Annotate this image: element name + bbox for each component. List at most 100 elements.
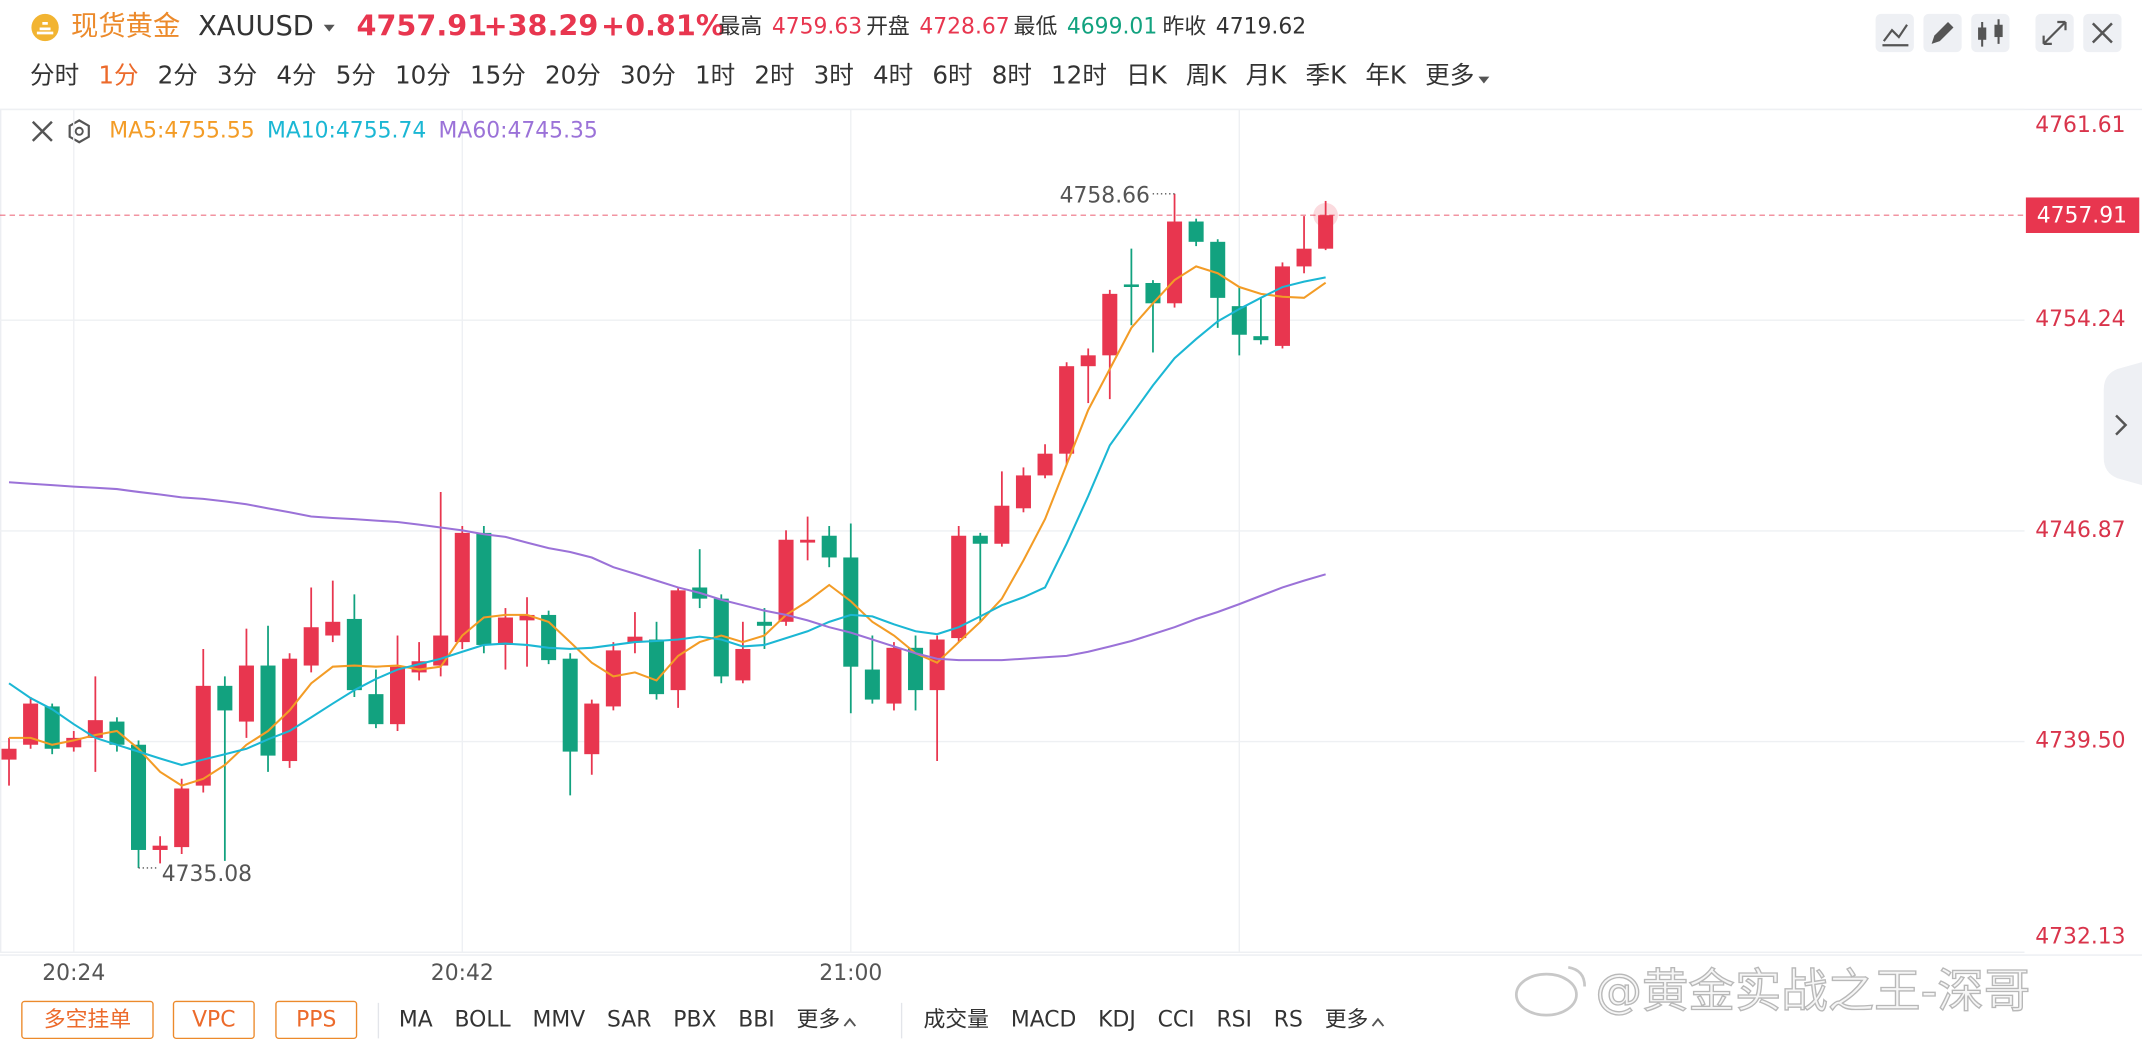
period-tab[interactable]: 年K	[1365, 61, 1407, 90]
overlay-button-label: PPS	[296, 1008, 336, 1033]
period-tab[interactable]: 5分	[336, 61, 376, 90]
candle-body	[325, 621, 341, 636]
more-arrow	[1478, 76, 1490, 84]
candle-body	[109, 721, 125, 745]
period-tab[interactable]: 更多	[1425, 61, 1474, 90]
candle-body	[1145, 282, 1161, 304]
period-tab[interactable]: 周K	[1186, 61, 1228, 90]
more-chevron	[1371, 1017, 1385, 1027]
toolbar-icons	[1875, 13, 2122, 53]
indicator-tab[interactable]: MA	[399, 1008, 433, 1033]
period-tab[interactable]: 4时	[873, 61, 913, 90]
indicator-tab[interactable]: PBX	[673, 1008, 716, 1033]
candle-body	[562, 658, 578, 752]
indicator-tab[interactable]: KDJ	[1098, 1008, 1136, 1033]
gold-icon-glyph	[36, 22, 54, 35]
period-tab[interactable]: 12时	[1051, 61, 1107, 90]
candle-body	[972, 535, 988, 544]
overlay-button-label: 多空挂单	[44, 1008, 131, 1033]
period-tab[interactable]: 20分	[545, 61, 601, 90]
x-tick-label: 21:00	[819, 961, 882, 986]
tool-icon	[1994, 24, 2003, 38]
candle-body	[519, 614, 535, 621]
indicator-tab[interactable]: CCI	[1158, 1008, 1195, 1033]
ma-line	[8, 481, 1326, 662]
period-tab[interactable]: 3时	[814, 61, 854, 90]
candle-body	[605, 650, 621, 707]
instrument-symbol: XAUUSD	[198, 11, 314, 42]
candle-body	[476, 532, 492, 645]
tool-icon	[1882, 24, 1909, 47]
legend-close[interactable]	[31, 120, 53, 142]
period-tab[interactable]: 10分	[395, 61, 451, 90]
period-tab[interactable]: 2分	[158, 61, 198, 90]
indicator-tab[interactable]: MMV	[533, 1008, 586, 1033]
candle-body	[864, 669, 880, 700]
candles	[1, 193, 1334, 868]
candle-body	[649, 639, 665, 695]
candle-body	[1, 748, 17, 760]
period-tab[interactable]: 3分	[217, 61, 257, 90]
period-tab[interactable]: 6时	[932, 61, 972, 90]
candle-body	[1296, 248, 1312, 267]
last-price: 4757.91	[357, 8, 488, 42]
tool-button[interactable]	[1971, 13, 2010, 53]
period-tab[interactable]: 15分	[470, 61, 526, 90]
indicator-tab[interactable]: 更多	[797, 1008, 841, 1033]
indicator-tab[interactable]: 成交量	[923, 1008, 989, 1033]
period-tab[interactable]: 季K	[1306, 61, 1348, 90]
indicator-tab[interactable]: RS	[1274, 1008, 1303, 1033]
overlay-button[interactable]	[21, 1000, 154, 1040]
indicator-tab[interactable]: MACD	[1011, 1008, 1076, 1033]
period-tab[interactable]: 月K	[1246, 61, 1288, 90]
candle-body	[195, 685, 211, 786]
candle-body	[44, 706, 60, 749]
tool-icon	[2091, 22, 2113, 44]
candle-body	[886, 647, 902, 704]
price-change-pct: +0.81%	[601, 8, 725, 42]
candle-body	[735, 648, 751, 681]
tool-icon	[1931, 22, 1954, 44]
period-tab[interactable]: 8时	[992, 61, 1032, 90]
y-tick-label: 4732.13	[2035, 924, 2125, 949]
candle-body	[584, 703, 600, 755]
candle-body	[778, 539, 794, 622]
overlay-button[interactable]	[275, 1000, 358, 1040]
candle-body	[217, 685, 233, 711]
indicator-tab[interactable]: RSI	[1216, 1008, 1252, 1033]
low-annotation: 4735.08	[162, 862, 252, 887]
overlay-button[interactable]	[172, 1000, 255, 1040]
candle-body	[994, 505, 1010, 544]
period-tab[interactable]: 1分	[98, 61, 138, 90]
symbol-dropdown[interactable]	[323, 24, 335, 32]
period-tab[interactable]: 日K	[1126, 61, 1168, 90]
candle-body	[454, 532, 470, 643]
instrument-name: 现货黄金	[71, 11, 180, 42]
candle-body	[238, 665, 254, 722]
candle-body	[1188, 221, 1204, 242]
candle-body	[1080, 355, 1096, 367]
period-tab[interactable]: 4分	[276, 61, 316, 90]
weibo-logo-shape	[1567, 965, 1587, 987]
candle-body	[627, 636, 643, 643]
candle-body	[1102, 293, 1118, 356]
legend-entry: MA10:4755.74	[267, 118, 426, 143]
period-tab[interactable]: 分时	[30, 61, 79, 90]
indicator-tab[interactable]: 更多	[1325, 1008, 1369, 1033]
period-tab[interactable]: 2时	[754, 61, 794, 90]
indicator-tab[interactable]: SAR	[607, 1008, 651, 1033]
candle-body	[929, 639, 945, 691]
indicator-tab[interactable]: BOLL	[455, 1008, 512, 1033]
legend-settings[interactable]	[68, 119, 90, 144]
period-tab[interactable]: 30分	[620, 61, 676, 90]
stat-label: 最低	[1014, 14, 1058, 39]
candle-body	[303, 627, 319, 666]
overlay-button-label: VPC	[192, 1008, 235, 1033]
candle-body	[497, 617, 513, 645]
period-tab[interactable]: 1时	[695, 61, 735, 90]
candle-body	[821, 535, 837, 558]
indicator-tab[interactable]: BBI	[738, 1008, 774, 1033]
current-price-glow	[1313, 202, 1338, 228]
high-annotation: 4758.66	[1060, 184, 1150, 209]
